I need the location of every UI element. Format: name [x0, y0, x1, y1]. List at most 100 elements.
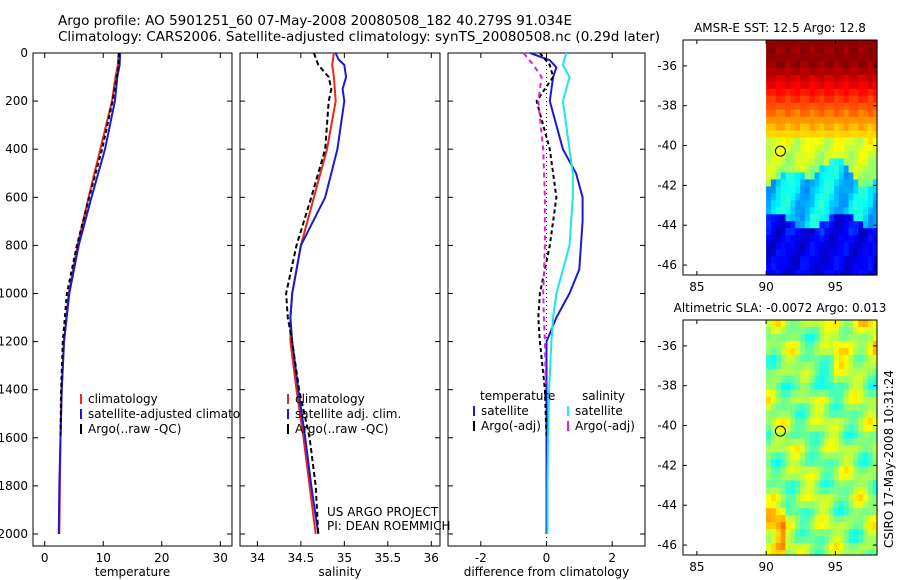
- heatmap-cell: [766, 47, 772, 55]
- heatmap-cell: [795, 480, 801, 488]
- heatmap-cell: [766, 165, 772, 174]
- heatmap-cell: [848, 151, 854, 160]
- heatmap-cell: [829, 473, 835, 481]
- heatmap-cell: [829, 522, 835, 530]
- heatmap-cell: [834, 214, 840, 222]
- heatmap-cell: [829, 389, 835, 398]
- heatmap-cell: [868, 333, 874, 342]
- heatmap-cell: [824, 508, 830, 516]
- heatmap-cell: [766, 144, 772, 153]
- heatmap-cell: [775, 249, 782, 257]
- heatmap-cell: [838, 320, 845, 328]
- heatmap-cell: [780, 67, 787, 76]
- heatmap-cell: [848, 102, 854, 111]
- heatmap-cell: [766, 256, 772, 264]
- temperature-xtick-label: 30: [213, 551, 228, 565]
- heatmap-cell: [858, 130, 864, 139]
- heatmap-cell: [829, 529, 835, 537]
- heatmap-cell: [804, 466, 811, 474]
- heatmap-cell: [829, 249, 835, 257]
- heatmap-cell: [766, 228, 772, 236]
- heatmap-cell: [872, 123, 878, 132]
- heatmap-cell: [804, 158, 811, 167]
- diff-legend-label: satellite: [575, 404, 623, 418]
- heatmap-cell: [838, 172, 845, 180]
- heatmap-cell: [775, 320, 782, 328]
- heatmap-cell: [858, 102, 864, 111]
- heatmap-cell: [809, 47, 816, 55]
- heatmap-cell: [795, 389, 801, 398]
- heatmap-cell: [809, 81, 816, 90]
- heatmap-cell: [834, 249, 840, 257]
- heatmap-cell: [853, 389, 859, 398]
- heatmap-cell: [843, 214, 850, 222]
- heatmap-cell: [785, 144, 791, 153]
- heatmap-cell: [843, 466, 850, 474]
- heatmap-cell: [858, 550, 864, 556]
- heatmap-cell: [800, 130, 806, 139]
- temperature-legend-label: climatology: [88, 392, 158, 406]
- heatmap-cell: [868, 354, 874, 363]
- heatmap-cell: [771, 354, 777, 363]
- heatmap-cell: [766, 67, 772, 76]
- heatmap-cell: [790, 88, 796, 97]
- heatmap-cell: [819, 53, 825, 62]
- heatmap-cell: [785, 529, 791, 537]
- heatmap-cell: [834, 158, 840, 167]
- difference-xtick-label: -2: [475, 551, 487, 565]
- heatmap-cell: [766, 200, 772, 208]
- heatmap-cell: [819, 88, 825, 97]
- heatmap-cell: [829, 320, 835, 328]
- depth-tick-label: 200: [5, 94, 28, 108]
- heatmap-cell: [790, 60, 796, 69]
- heatmap-cell: [790, 116, 796, 125]
- heatmap-cell: [838, 74, 845, 83]
- heatmap-cell: [809, 95, 816, 104]
- heatmap-cell: [775, 47, 782, 55]
- heatmap-cell: [814, 536, 821, 544]
- heatmap-cell: [853, 333, 859, 342]
- heatmap-cell: [790, 445, 796, 454]
- heatmap-cell: [863, 151, 869, 160]
- heatmap-cell: [775, 501, 782, 509]
- heatmap-cell: [795, 81, 801, 90]
- heatmap-cell: [834, 487, 840, 495]
- heatmap-cell: [853, 137, 859, 146]
- heatmap-cell: [800, 151, 806, 160]
- heatmap-cell: [819, 340, 825, 349]
- heatmap-cell: [795, 320, 801, 328]
- heatmap-cell: [829, 109, 835, 118]
- heatmap-cell: [819, 207, 825, 215]
- heatmap-cell: [771, 494, 777, 502]
- heatmap-cell: [800, 396, 806, 405]
- heatmap-cell: [853, 480, 859, 488]
- heatmap-cell: [785, 424, 791, 433]
- heatmap-cell: [824, 130, 830, 139]
- heatmap-cell: [853, 424, 859, 433]
- heatmap-cell: [800, 410, 806, 419]
- heatmap-cell: [804, 249, 811, 257]
- heatmap-cell: [843, 235, 850, 243]
- heatmap-cell: [785, 221, 791, 229]
- heatmap-cell: [785, 340, 791, 349]
- heatmap-cell: [766, 403, 772, 412]
- salinity-xlabel: salinity: [318, 565, 361, 579]
- heatmap-cell: [795, 431, 801, 440]
- heatmap-cell: [843, 389, 850, 398]
- heatmap-cell: [843, 81, 850, 90]
- heatmap-cell: [775, 214, 782, 222]
- heatmap-cell: [824, 396, 830, 405]
- sla-map-ytick-label: -42: [657, 458, 677, 472]
- heatmap-cell: [824, 109, 830, 118]
- heatmap-cell: [795, 452, 801, 460]
- heatmap-cell: [804, 186, 811, 194]
- heatmap-cell: [790, 200, 796, 208]
- heatmap-cell: [834, 67, 840, 76]
- heatmap-cell: [834, 473, 840, 481]
- heatmap-cell: [780, 221, 787, 229]
- heatmap-cell: [809, 130, 816, 139]
- heatmap-cell: [814, 361, 821, 370]
- heatmap-cell: [838, 102, 845, 111]
- heatmap-cell: [771, 508, 777, 516]
